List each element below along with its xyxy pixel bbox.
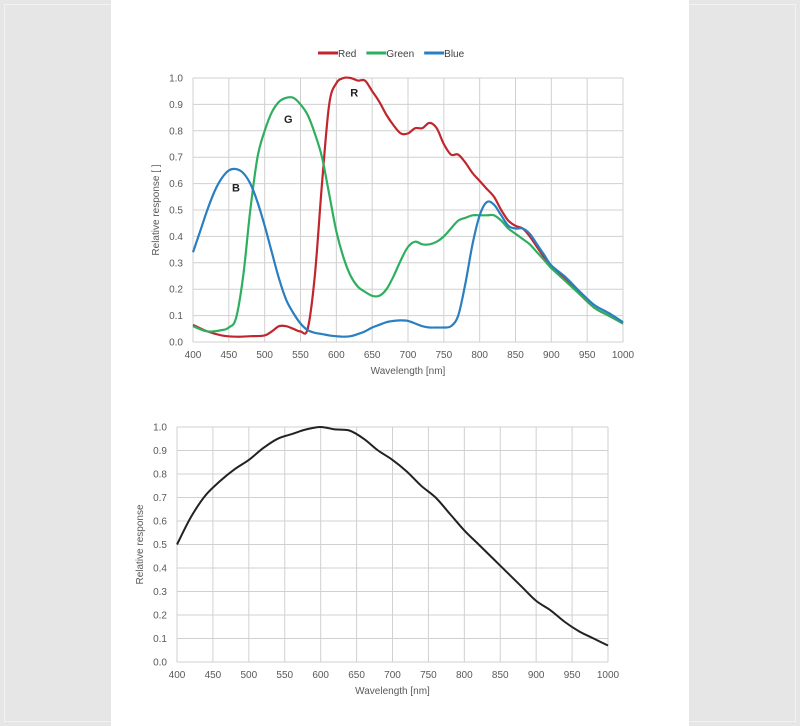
y-tick-label: 0.5 — [153, 540, 167, 551]
y-axis-label: Relative response [ ] — [151, 164, 162, 255]
x-tick-label: 650 — [348, 670, 365, 681]
y-tick-label: 0.5 — [169, 206, 183, 217]
x-axis-label: Wavelength [nm] — [355, 686, 430, 697]
x-tick-label: 650 — [364, 350, 381, 361]
y-tick-label: 0.3 — [153, 587, 167, 598]
x-tick-label: 700 — [400, 350, 417, 361]
legend-label-green: Green — [386, 49, 414, 60]
x-tick-label: 500 — [240, 670, 257, 681]
chart-1: 400 450 500 550 600 650 700 750 800 850 900 950 1000… — [151, 49, 635, 377]
x-tick-label: 750 — [435, 350, 452, 361]
x-tick-label: 900 — [543, 350, 560, 361]
legend-label-blue: Blue — [444, 49, 464, 60]
x-tick-label: 850 — [492, 670, 509, 681]
x-tick-label: 700 — [384, 670, 401, 681]
x-tick-label: 600 — [328, 350, 345, 361]
series-line-mono — [176, 426, 609, 647]
x-tick-label: 1000 — [597, 670, 620, 681]
x-tick-label: 450 — [220, 350, 237, 361]
x-axis-label: Wavelength [nm] — [371, 366, 446, 377]
y-tick-label: 0.6 — [169, 179, 183, 190]
legend-label-red: Red — [338, 49, 356, 60]
y-tick-label: 0.8 — [153, 470, 167, 481]
curve-annotation: G — [284, 114, 293, 126]
y-tick-label: 0.3 — [169, 258, 183, 269]
x-tick-label: 400 — [169, 670, 186, 681]
y-tick-label: 0.0 — [153, 658, 167, 669]
x-tick-label: 750 — [420, 670, 437, 681]
y-tick-label: 0.9 — [169, 100, 183, 111]
y-tick-label: 0.6 — [153, 517, 167, 528]
x-tick-label: 850 — [507, 350, 524, 361]
x-tick-label: 950 — [579, 350, 596, 361]
y-tick-label: 0.9 — [153, 446, 167, 457]
y-tick-label: 0.2 — [169, 285, 183, 296]
x-tick-label: 1000 — [612, 350, 635, 361]
y-tick-label: 0.1 — [153, 634, 167, 645]
x-tick-label: 950 — [564, 670, 581, 681]
y-tick-label: 1.0 — [153, 423, 167, 434]
chart-2: 400 450 500 550 600 650 700 750 800 850 900 950 1000… — [135, 423, 620, 698]
legend: Red Green Blue — [318, 49, 465, 60]
x-tick-label: 600 — [312, 670, 329, 681]
x-tick-label: 800 — [471, 350, 488, 361]
x-tick-label: 550 — [276, 670, 293, 681]
y-tick-label: 0.7 — [169, 153, 183, 164]
curve-annotation: B — [232, 183, 240, 195]
x-tick-label: 900 — [528, 670, 545, 681]
document-panel — [111, 0, 689, 726]
y-tick-label: 0.4 — [153, 564, 167, 575]
x-tick-label: 800 — [456, 670, 473, 681]
y-tick-label: 0.1 — [169, 311, 183, 322]
y-tick-label: 0.8 — [169, 126, 183, 137]
x-tick-label: 500 — [256, 350, 273, 361]
y-tick-label: 0.0 — [169, 338, 183, 349]
y-tick-label: 1.0 — [169, 74, 183, 85]
curve-annotation: R — [350, 87, 358, 99]
series-line-blue — [191, 167, 624, 338]
series-line-red — [192, 76, 624, 338]
x-tick-label: 550 — [292, 350, 309, 361]
series-line-green — [192, 96, 624, 333]
y-tick-label: 0.4 — [169, 232, 183, 243]
x-tick-label: 400 — [185, 350, 202, 361]
y-axis-label: Relative response — [135, 504, 146, 584]
y-tick-label: 0.7 — [153, 493, 167, 504]
x-tick-label: 450 — [205, 670, 222, 681]
y-tick-label: 0.2 — [153, 611, 167, 622]
